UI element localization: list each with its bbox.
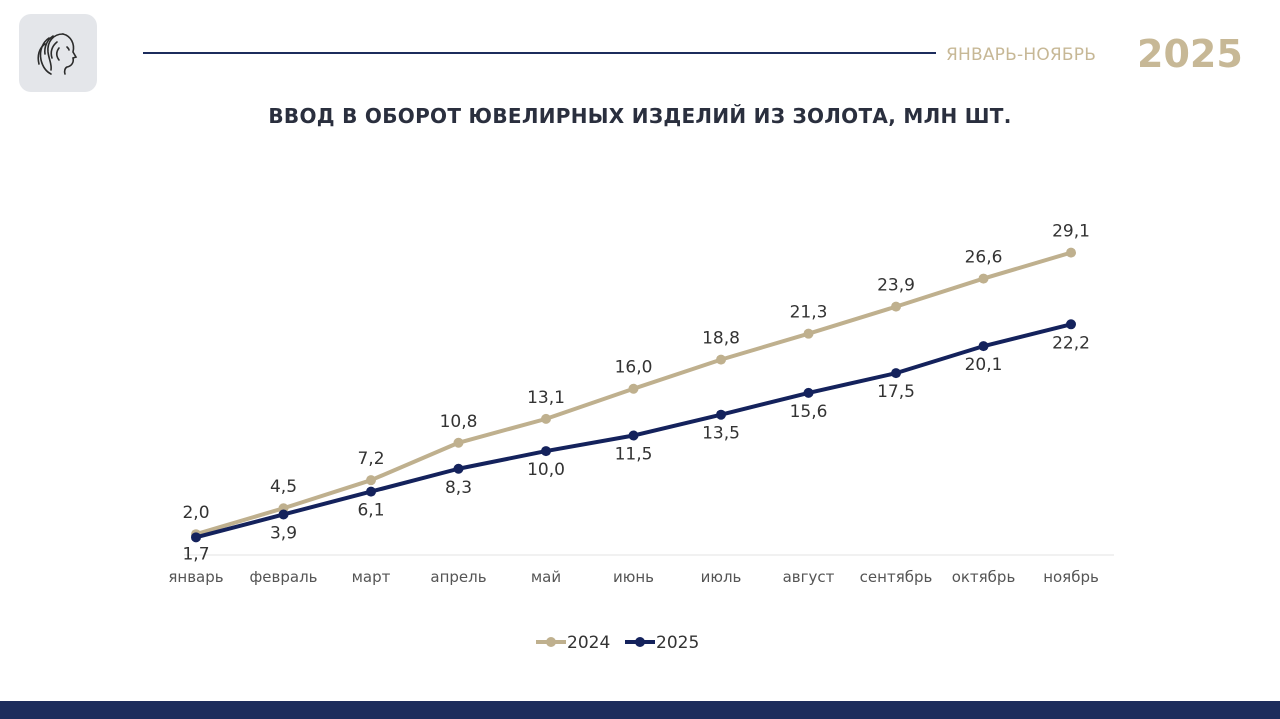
data-point	[453, 437, 464, 448]
data-label: 8,3	[445, 478, 472, 498]
data-point	[716, 354, 726, 365]
data-point	[366, 486, 376, 497]
data-label: 29,1	[1052, 222, 1090, 242]
x-tick-label: июль	[701, 568, 742, 586]
data-label: 10,8	[440, 412, 478, 432]
data-point	[803, 387, 814, 398]
chart-title: ВВОД В ОБОРОТ ЮВЕЛИРНЫХ ИЗДЕЛИЙ ИЗ ЗОЛОТ…	[268, 104, 1012, 128]
logo	[19, 14, 97, 92]
data-point	[366, 475, 376, 486]
data-point	[628, 383, 639, 394]
x-tick-label: март	[352, 568, 391, 586]
period-label: ЯНВАРЬ-НОЯБРЬ	[946, 45, 1097, 65]
data-point	[803, 328, 814, 339]
data-label: 7,2	[357, 449, 384, 469]
data-point	[1066, 247, 1076, 258]
x-tick-label: ноябрь	[1043, 568, 1099, 586]
data-label: 18,8	[702, 329, 740, 349]
data-point	[891, 301, 901, 312]
data-point	[278, 509, 289, 520]
legend-swatch-marker	[546, 637, 556, 647]
data-label: 10,0	[527, 460, 565, 480]
data-point	[716, 409, 726, 420]
data-label: 2,0	[182, 503, 209, 523]
data-point	[1066, 319, 1076, 330]
x-tick-label: февраль	[249, 568, 317, 586]
footer-bar	[0, 701, 1280, 719]
x-tick-label: январь	[168, 568, 223, 586]
data-label: 21,3	[790, 303, 828, 323]
data-label: 22,2	[1052, 333, 1090, 353]
data-point	[191, 532, 201, 543]
data-point	[891, 368, 901, 379]
data-label: 3,9	[270, 523, 297, 543]
data-point	[978, 341, 989, 352]
data-label: 23,9	[877, 276, 915, 296]
data-label: 6,1	[357, 501, 384, 521]
data-point	[628, 430, 639, 441]
x-tick-label: июнь	[613, 568, 654, 586]
data-point	[541, 446, 551, 457]
legend-label: 2025	[656, 633, 699, 653]
year-label: 2025	[1137, 32, 1243, 76]
data-point	[541, 413, 551, 424]
data-point	[978, 273, 989, 284]
data-label: 11,5	[615, 444, 653, 464]
x-tick-label: август	[783, 568, 835, 586]
x-tick-label: май	[531, 568, 561, 586]
data-label: 13,1	[527, 388, 565, 408]
data-label: 16,0	[615, 358, 653, 378]
x-tick-label: сентябрь	[860, 568, 933, 586]
x-tick-label: октябрь	[952, 568, 1016, 586]
data-point	[453, 463, 464, 474]
x-tick-label: апрель	[430, 568, 486, 586]
data-label: 15,6	[790, 402, 828, 422]
data-label: 4,5	[270, 477, 297, 497]
data-label: 17,5	[877, 382, 915, 402]
data-label: 20,1	[965, 355, 1003, 375]
data-label: 1,7	[182, 544, 209, 564]
woman-profile-emblem-icon	[37, 33, 78, 75]
header-divider	[143, 52, 936, 54]
legend-swatch-marker	[635, 637, 645, 647]
data-label: 26,6	[965, 248, 1003, 268]
data-label: 13,5	[702, 424, 740, 444]
legend-label: 2024	[567, 633, 610, 653]
